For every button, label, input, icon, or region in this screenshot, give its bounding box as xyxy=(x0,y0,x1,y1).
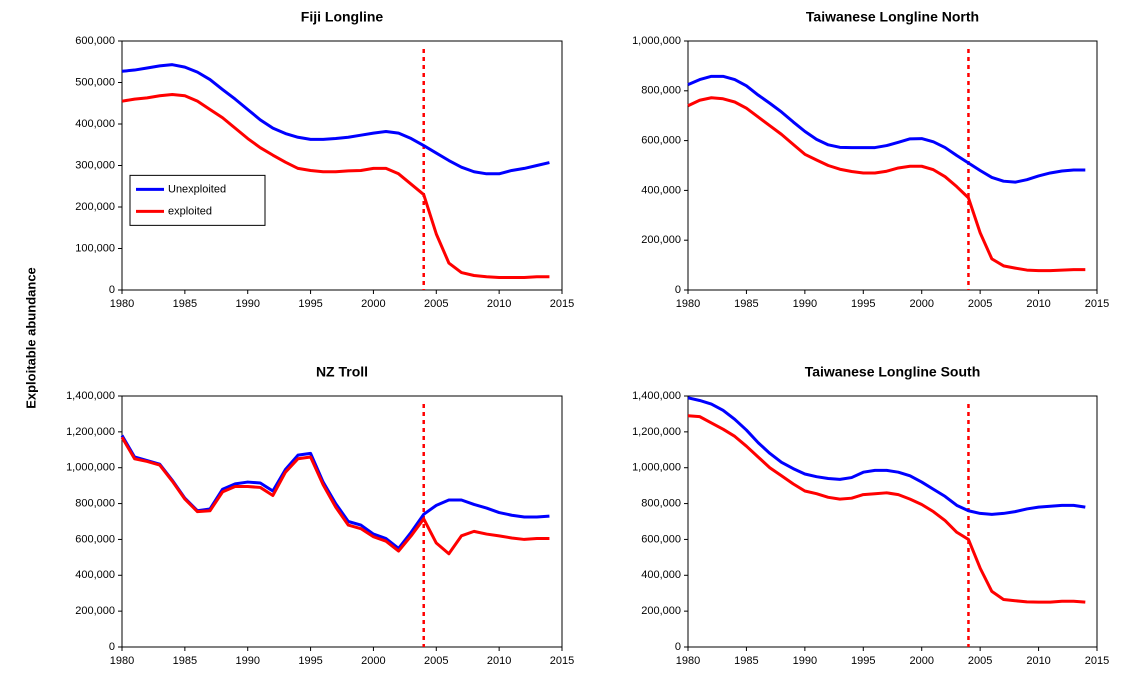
y-tick-label: 600,000 xyxy=(75,35,115,47)
series-line xyxy=(120,436,550,556)
plot-frame xyxy=(687,395,1098,648)
y-tick-label: 1,200,000 xyxy=(66,426,115,438)
y-tick-label: 1,000,000 xyxy=(66,462,115,474)
x-tick-label: 2005 xyxy=(424,298,448,310)
chart-title: NZ Troll xyxy=(316,364,368,380)
y-tick-label: 800,000 xyxy=(75,497,115,509)
x-tick-label: 1980 xyxy=(110,655,134,667)
chart-title: Taiwanese Longline North xyxy=(806,9,979,25)
y-tick-label: 600,000 xyxy=(641,533,681,545)
y-tick-label: 500,000 xyxy=(75,76,115,88)
x-tick-label: 2015 xyxy=(1085,298,1109,310)
x-tick-label: 2000 xyxy=(909,655,933,667)
x-tick-label: 2015 xyxy=(550,298,574,310)
y-tick-label: 1,400,000 xyxy=(66,390,115,402)
y-tick-label: 1,400,000 xyxy=(632,390,681,402)
y-tick-label: 1,000,000 xyxy=(632,35,681,47)
y-tick-label: 400,000 xyxy=(641,184,681,196)
x-tick-label: 1990 xyxy=(793,298,817,310)
y-tick-label: 400,000 xyxy=(641,569,681,581)
series-line xyxy=(687,96,1086,273)
y-tick-label: 0 xyxy=(675,641,681,653)
series-line xyxy=(687,414,1086,604)
x-tick-label: 1990 xyxy=(235,298,259,310)
series-line xyxy=(687,74,1086,184)
y-tick-label: 300,000 xyxy=(75,159,115,171)
series-line xyxy=(121,63,550,176)
chart-title: Fiji Longline xyxy=(301,9,384,25)
x-tick-label: 2010 xyxy=(1026,298,1050,310)
y-axis-label: Exploitable abundance xyxy=(23,267,38,409)
series-line xyxy=(687,396,1086,516)
x-tick-label: 2005 xyxy=(424,655,448,667)
legend-label: Unexploited xyxy=(168,183,226,195)
y-tick-label: 200,000 xyxy=(75,201,115,213)
legend-label: exploited xyxy=(168,205,212,217)
y-tick-label: 100,000 xyxy=(75,242,115,254)
y-tick-label: 0 xyxy=(109,284,115,296)
x-tick-label: 2000 xyxy=(361,655,385,667)
y-tick-label: 800,000 xyxy=(641,85,681,97)
x-tick-label: 2005 xyxy=(968,655,992,667)
x-tick-label: 2010 xyxy=(487,298,511,310)
chart-title: Taiwanese Longline South xyxy=(805,364,981,380)
x-tick-label: 2000 xyxy=(361,298,385,310)
x-tick-label: 1995 xyxy=(298,655,322,667)
y-tick-label: 200,000 xyxy=(75,605,115,617)
x-tick-label: 1985 xyxy=(173,655,197,667)
y-tick-label: 200,000 xyxy=(641,605,681,617)
x-tick-label: 1995 xyxy=(851,298,875,310)
y-tick-label: 1,200,000 xyxy=(632,426,681,438)
x-tick-label: 1985 xyxy=(734,298,758,310)
x-tick-label: 2010 xyxy=(1026,655,1050,667)
y-tick-label: 600,000 xyxy=(641,135,681,147)
x-tick-label: 1980 xyxy=(676,655,700,667)
x-tick-label: 2015 xyxy=(1085,655,1109,667)
y-tick-label: 200,000 xyxy=(641,234,681,246)
x-tick-label: 2015 xyxy=(550,655,574,667)
x-tick-label: 2000 xyxy=(909,298,933,310)
plot-frame xyxy=(687,40,1098,291)
plot-frame xyxy=(121,395,563,648)
y-tick-label: 400,000 xyxy=(75,569,115,581)
x-tick-label: 1990 xyxy=(235,655,259,667)
x-tick-label: 1980 xyxy=(110,298,134,310)
x-tick-label: 1980 xyxy=(676,298,700,310)
y-tick-label: 0 xyxy=(675,284,681,296)
x-tick-label: 1985 xyxy=(173,298,197,310)
x-tick-label: 1985 xyxy=(734,655,758,667)
y-tick-label: 600,000 xyxy=(75,533,115,545)
y-tick-label: 1,000,000 xyxy=(632,462,681,474)
x-tick-label: 1995 xyxy=(851,655,875,667)
x-tick-label: 1990 xyxy=(793,655,817,667)
y-tick-label: 800,000 xyxy=(641,497,681,509)
x-tick-label: 1995 xyxy=(298,298,322,310)
y-tick-label: 0 xyxy=(109,641,115,653)
x-tick-label: 2010 xyxy=(487,655,511,667)
series-line xyxy=(121,93,550,280)
y-tick-label: 400,000 xyxy=(75,118,115,130)
x-tick-label: 2005 xyxy=(968,298,992,310)
legend-box xyxy=(129,174,266,226)
